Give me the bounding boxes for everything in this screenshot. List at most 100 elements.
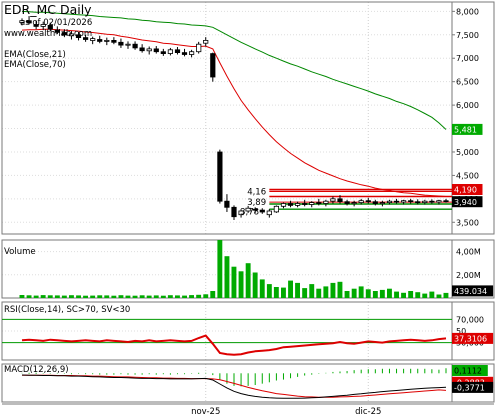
x-tick-label: dic-25 [355, 407, 381, 417]
candle-body [344, 201, 350, 204]
price-tick-label: 6,500 [456, 78, 479, 87]
rsi-tick-label: 70,000 [456, 315, 484, 324]
price-tick-label: 4,500 [456, 171, 479, 180]
candle-body [210, 53, 216, 78]
volume-bar [436, 294, 442, 298]
candle-body [90, 38, 96, 41]
volume-bar [210, 291, 216, 298]
legend-ema-21: EMA(Close,21) [4, 50, 66, 60]
candle-body [309, 202, 315, 205]
candle-body [436, 200, 442, 203]
candle-body [408, 200, 414, 203]
volume-bar [408, 291, 414, 298]
macd-signal-line [22, 374, 447, 398]
volume-bar [104, 295, 110, 298]
volume-bar [224, 256, 230, 298]
volume-bar [175, 295, 180, 298]
candle-body [231, 206, 237, 218]
candle-body [266, 210, 272, 216]
volume-bar [97, 295, 103, 298]
ema-line-1 [21, 10, 447, 130]
candle-body [111, 40, 117, 43]
volume-bar [302, 288, 308, 298]
volume-bar [443, 292, 449, 298]
candle-body [287, 203, 294, 206]
candle-body [330, 198, 336, 202]
candle-body [188, 51, 195, 55]
rsi-frame [1, 301, 495, 361]
volume-bar [19, 295, 25, 298]
candle-body [26, 20, 32, 24]
volume-bar [309, 284, 315, 298]
volume-bar [259, 279, 265, 298]
volume-tick-label: 2,00M [456, 271, 481, 280]
grid [2, 2, 452, 402]
candle-body [224, 200, 230, 208]
volume-bar [323, 286, 329, 298]
candle-body [280, 203, 287, 207]
volume-bar [33, 295, 39, 298]
price-panel: 4,163,893,78 [19, 10, 452, 220]
candle-body [160, 51, 166, 55]
macd-last-label-box [452, 365, 488, 376]
candle-body [75, 34, 82, 38]
volume-bar [40, 295, 46, 298]
macd-hist-dot [198, 372, 200, 374]
volume-title: Volume [4, 247, 36, 257]
volume-bar [26, 295, 32, 298]
volume-bar [132, 295, 138, 298]
candle-body [259, 209, 265, 213]
volume-bar [252, 272, 258, 298]
volume-bar [429, 291, 435, 298]
candle-body [372, 201, 378, 204]
candle-body [196, 43, 202, 53]
rsi-last-label-box [452, 332, 494, 344]
candle-body [97, 39, 103, 42]
candle-body [68, 33, 75, 37]
volume-bar [125, 295, 131, 298]
candle-body [40, 24, 46, 27]
volume-bar [337, 281, 343, 298]
candle-body [104, 40, 110, 42]
candle-body [174, 49, 181, 53]
volume-last-label: 439.034 [454, 287, 487, 296]
price-last-label-box [452, 184, 483, 195]
volume-bar [245, 263, 251, 298]
candle-body [415, 201, 421, 204]
volume-bar [266, 284, 272, 298]
volume-panel [19, 240, 449, 298]
price-tick-label: 5,000 [456, 148, 479, 157]
candle-body [217, 151, 223, 202]
volume-bar [118, 295, 124, 298]
candle-body [400, 200, 407, 203]
price-annotation: 4,16 [247, 187, 266, 197]
candle-body [54, 29, 60, 33]
candle-body [47, 24, 53, 30]
price-last-label-box [452, 196, 483, 208]
candle-body [245, 207, 251, 212]
candle-body [146, 48, 152, 52]
macd-panel [21, 368, 447, 399]
price-tick-label: 8,000 [456, 7, 479, 16]
volume-bar [83, 295, 88, 298]
candle-body [429, 200, 435, 203]
volume-bar [238, 271, 244, 298]
macd-title: MACD(12,26,9) [4, 365, 69, 375]
volume-bar [344, 291, 350, 298]
candle-body [443, 200, 449, 203]
volume-bar [203, 294, 209, 298]
volume-bar [295, 282, 300, 298]
volume-bar [196, 294, 202, 298]
candle-body [238, 210, 244, 216]
candle-body [153, 48, 159, 53]
price-frame [1, 1, 495, 235]
macd-line [21, 374, 447, 399]
macd-hist-dot [28, 372, 30, 374]
x-tick-label: nov-25 [191, 407, 220, 417]
rsi-panel [2, 318, 452, 356]
volume-bar [372, 291, 378, 298]
volume-tick-label: 4,00M [456, 248, 481, 257]
candle-body [132, 43, 138, 49]
rsi-title: RSI(Close,14), SC>70, SV<30 [4, 305, 130, 315]
candle-body [393, 200, 400, 203]
